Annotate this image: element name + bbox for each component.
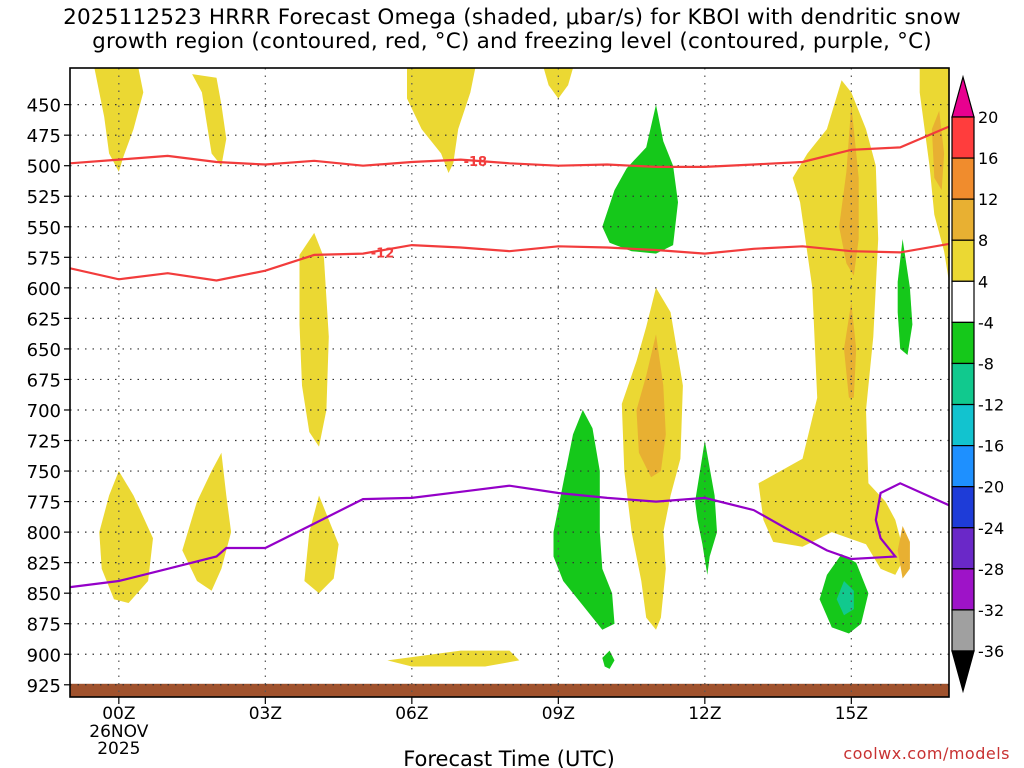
colorbar-label-3: 8 bbox=[978, 231, 988, 250]
ytick-label-675: 675 bbox=[27, 370, 61, 391]
title-line-1: 2025112523 HRRR Forecast Omega (shaded, … bbox=[63, 5, 961, 30]
colorbar-label-1: 16 bbox=[978, 149, 998, 168]
date-label-day: 26NOV bbox=[89, 722, 148, 742]
colorbar-label-6: -8 bbox=[978, 354, 994, 373]
omega-region-18 bbox=[553, 410, 615, 630]
ytick-label-625: 625 bbox=[27, 309, 61, 330]
chart-title: 2025112523 HRRR Forecast Omega (shaded, … bbox=[0, 6, 1024, 54]
colorbar-label-8: -16 bbox=[978, 437, 1004, 456]
omega-region-12 bbox=[636, 334, 666, 478]
colorbar-box-10 bbox=[951, 527, 975, 570]
colorbar-box-3 bbox=[951, 239, 975, 282]
omega-region-7 bbox=[304, 495, 339, 594]
omega-region-23 bbox=[836, 581, 854, 616]
colorbar-box-8 bbox=[951, 445, 975, 488]
colorbar-label-7: -12 bbox=[978, 396, 1004, 415]
omega-region-14 bbox=[844, 302, 857, 398]
colorbar-box-6 bbox=[951, 362, 975, 406]
contour-lines: -18 -12 bbox=[70, 125, 949, 589]
colorbar-box-2 bbox=[951, 198, 975, 241]
contour-freezing_level bbox=[70, 482, 949, 589]
xtick-label-06Z: 06Z bbox=[395, 704, 428, 724]
colorbar-box-4 bbox=[951, 280, 975, 323]
colorbar-box-7 bbox=[951, 403, 975, 447]
omega-region-13 bbox=[839, 104, 859, 276]
ytick-label-650: 650 bbox=[27, 340, 61, 361]
plot-frame bbox=[69, 67, 950, 698]
colorbar-label-0: 20 bbox=[978, 108, 998, 127]
xtick-label-12Z: 12Z bbox=[688, 704, 721, 724]
colorbar-label-11: -28 bbox=[978, 560, 1004, 579]
date-label-year: 2025 bbox=[97, 739, 140, 759]
ytick-label-700: 700 bbox=[27, 401, 61, 422]
ytick-label-750: 750 bbox=[27, 462, 61, 483]
axes: 450 475 500 525 550 575 600 625 650 675 700 725 750 7… bbox=[27, 67, 950, 759]
omega-region-8 bbox=[387, 650, 520, 667]
omega-shading bbox=[94, 68, 949, 669]
ytick-label-725: 725 bbox=[27, 432, 61, 453]
colorbar: 20 16 12 8 4 -4 -8 -12 -16 -20 -24 -28 -32 -36 bbox=[951, 74, 1004, 694]
colorbar-box-11 bbox=[951, 568, 975, 611]
ytick-label-825: 825 bbox=[27, 554, 61, 575]
ytick-label-550: 550 bbox=[27, 218, 61, 239]
omega-region-2 bbox=[407, 68, 476, 173]
x-axis-label: Forecast Time (UTC) bbox=[403, 747, 615, 768]
contour-label-dgz_minus18: -18 bbox=[464, 155, 488, 170]
colorbar-label-13: -36 bbox=[978, 642, 1004, 661]
colorbar-box-9 bbox=[951, 486, 975, 529]
colorbar-bottom-arrow bbox=[951, 650, 975, 694]
xtick-label-09Z: 09Z bbox=[542, 704, 575, 724]
colorbar-box-5 bbox=[951, 321, 975, 365]
colorbar-label-4: 4 bbox=[978, 272, 988, 291]
ytick-label-925: 925 bbox=[27, 676, 61, 697]
ground-strip bbox=[70, 683, 949, 697]
title-line-2: growth region (contoured, red, °C) and f… bbox=[92, 29, 932, 54]
ytick-label-500: 500 bbox=[27, 157, 61, 178]
omega-region-19 bbox=[695, 440, 717, 575]
colorbar-top-arrow bbox=[951, 74, 975, 118]
contour-dgz_minus12 bbox=[70, 242, 949, 282]
xtick-label-00Z: 00Z bbox=[102, 704, 135, 724]
colorbar-label-12: -32 bbox=[978, 601, 1004, 620]
credit-link[interactable]: coolwx.com/models bbox=[843, 744, 1010, 763]
colorbar-box-1 bbox=[951, 157, 975, 200]
omega-region-10 bbox=[758, 80, 906, 575]
omega-region-1 bbox=[192, 74, 227, 166]
ytick-label-775: 775 bbox=[27, 493, 61, 514]
colorbar-box-0 bbox=[951, 116, 975, 159]
ytick-label-450: 450 bbox=[27, 96, 61, 117]
ytick-label-600: 600 bbox=[27, 279, 61, 300]
omega-region-22 bbox=[602, 650, 615, 669]
omega-region-4 bbox=[299, 232, 329, 447]
contour-label-dgz_minus12: -12 bbox=[371, 246, 395, 261]
omega-region-6 bbox=[182, 452, 232, 591]
colorbar-label-10: -24 bbox=[978, 519, 1004, 538]
xtick-label-03Z: 03Z bbox=[249, 704, 282, 724]
omega-region-5 bbox=[99, 471, 153, 603]
colorbar-label-5: -4 bbox=[978, 313, 994, 332]
contour-dgz_minus18 bbox=[70, 125, 949, 168]
ground-layer bbox=[70, 683, 949, 697]
omega-region-20 bbox=[897, 239, 913, 355]
omega-region-15 bbox=[897, 526, 910, 579]
ytick-label-875: 875 bbox=[27, 615, 61, 636]
ytick-label-475: 475 bbox=[27, 126, 61, 147]
omega-region-17 bbox=[602, 104, 678, 254]
xtick-label-15Z: 15Z bbox=[835, 704, 868, 724]
colorbar-label-2: 12 bbox=[978, 190, 998, 209]
ytick-label-850: 850 bbox=[27, 584, 61, 605]
ytick-label-525: 525 bbox=[27, 187, 61, 208]
ytick-label-800: 800 bbox=[27, 523, 61, 544]
ytick-label-900: 900 bbox=[27, 645, 61, 666]
colorbar-box-12 bbox=[951, 609, 975, 652]
ytick-label-575: 575 bbox=[27, 248, 61, 269]
colorbar-label-9: -20 bbox=[978, 478, 1004, 497]
omega-region-0 bbox=[94, 68, 144, 172]
